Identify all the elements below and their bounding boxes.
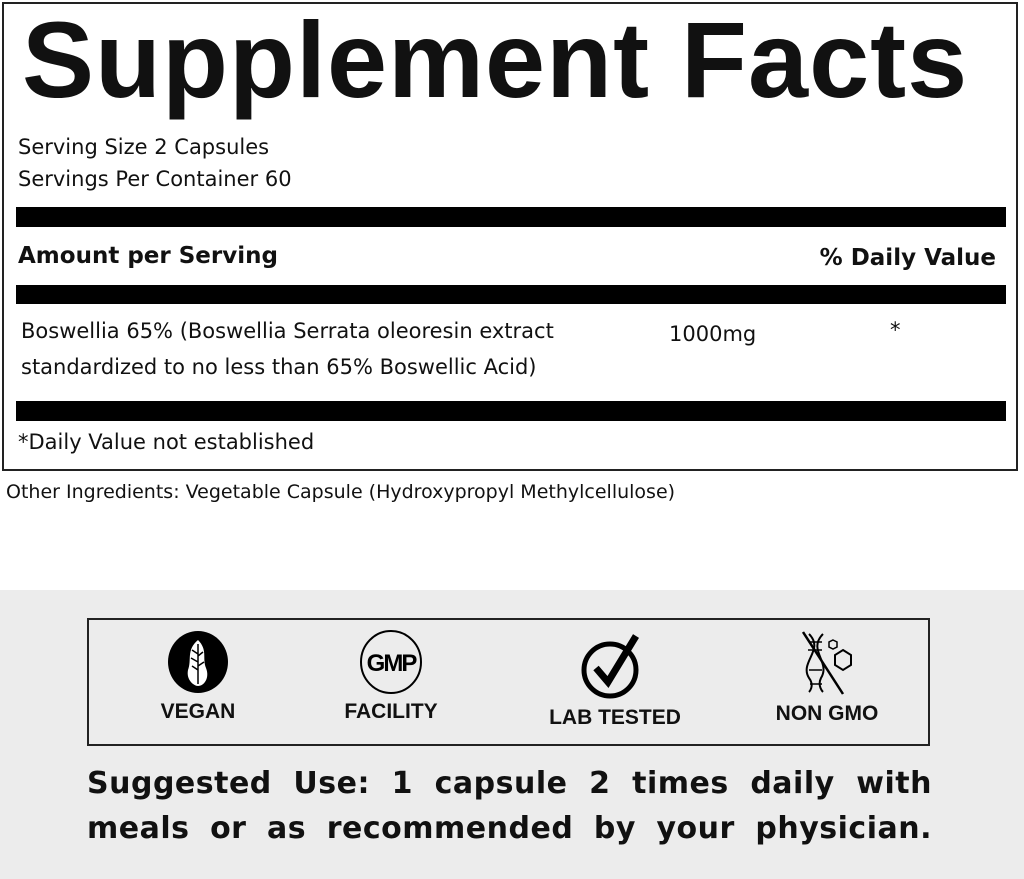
servings-per-container: Servings Per Container 60 (18, 167, 292, 191)
badges-box: VEGAN GMP FACILITY LAB TESTED NON GMO (87, 618, 930, 746)
badge-gmp: GMP FACILITY (311, 630, 471, 724)
info-panel (0, 590, 1024, 879)
dna-crossed-icon (801, 631, 852, 695)
badge-lab-tested: LAB TESTED (535, 630, 695, 730)
amount-per-serving-header: Amount per Serving (18, 243, 278, 269)
ingredient-name-line2: standardized to no less than 65% Boswell… (21, 355, 537, 379)
divider-bar (16, 207, 1006, 227)
ingredient-amount: 1000mg (669, 322, 757, 346)
supplement-facts-panel (2, 2, 1018, 471)
leaf-icon (168, 631, 228, 693)
divider-bar (16, 285, 1006, 304)
page-title: Supplement Facts (22, 0, 969, 120)
badge-vegan: VEGAN (118, 630, 278, 724)
ingredient-dv: * (890, 318, 901, 342)
footnote: *Daily Value not established (18, 430, 315, 454)
other-ingredients: Other Ingredients: Vegetable Capsule (Hy… (6, 481, 676, 503)
suggested-use-line1: Suggested Use: 1 capsule 2 times daily w… (87, 766, 932, 801)
gmp-icon: GMP (360, 630, 422, 694)
suggested-use-line2: meals or as recommended by your physicia… (87, 811, 932, 846)
check-icon (581, 634, 639, 699)
badge-label: FACILITY (344, 700, 438, 723)
serving-size: Serving Size 2 Capsules (18, 135, 270, 159)
daily-value-header: % Daily Value (819, 245, 996, 271)
badge-label: VEGAN (160, 700, 236, 723)
ingredient-name-line1: Boswellia 65% (Boswellia Serrata oleores… (21, 319, 554, 343)
badge-label: LAB TESTED (549, 706, 681, 729)
divider-bar (16, 401, 1006, 421)
badge-label: NON GMO (775, 702, 879, 725)
badge-non-gmo: NON GMO (747, 630, 907, 726)
svg-text:GMP: GMP (367, 650, 418, 677)
